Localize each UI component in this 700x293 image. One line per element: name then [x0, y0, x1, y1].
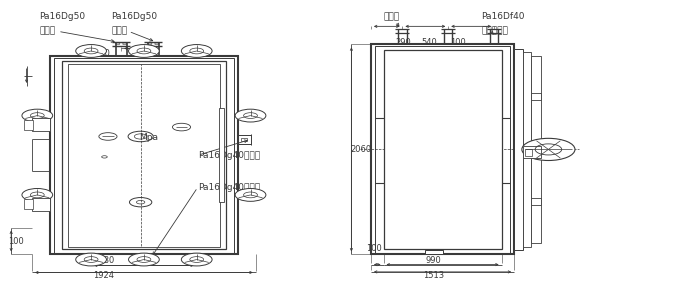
Bar	[218, 108, 224, 202]
Text: 2060: 2060	[350, 145, 371, 154]
Text: 100: 100	[367, 244, 382, 253]
Text: 540: 540	[422, 38, 438, 47]
Bar	[523, 52, 531, 247]
Text: Pa16Dg50: Pa16Dg50	[111, 12, 158, 21]
Bar	[531, 93, 541, 100]
Bar	[384, 50, 502, 249]
Bar	[514, 49, 523, 250]
Text: 排气口: 排气口	[39, 27, 55, 36]
Bar	[24, 120, 33, 130]
Text: 990: 990	[426, 256, 442, 265]
Circle shape	[181, 45, 212, 57]
Bar	[241, 138, 246, 141]
Circle shape	[137, 48, 150, 54]
Text: 蒸汽进气口: 蒸汽进气口	[482, 27, 508, 36]
Circle shape	[76, 253, 106, 266]
Text: 安全阀: 安全阀	[384, 12, 400, 21]
Circle shape	[522, 138, 575, 161]
Text: Pa16Df40: Pa16Df40	[482, 12, 525, 21]
Text: 消毒口: 消毒口	[111, 27, 127, 36]
Circle shape	[22, 188, 52, 201]
Bar	[426, 250, 442, 254]
Bar	[50, 56, 238, 254]
Circle shape	[181, 253, 212, 266]
Text: 100: 100	[8, 237, 23, 246]
Circle shape	[190, 257, 204, 263]
Text: 100: 100	[449, 38, 466, 47]
Circle shape	[235, 188, 266, 201]
Text: 260: 260	[94, 49, 110, 58]
Bar	[531, 56, 541, 243]
Circle shape	[22, 109, 52, 122]
Circle shape	[190, 48, 204, 54]
Circle shape	[84, 48, 98, 54]
Bar	[62, 61, 225, 249]
Text: Mpa: Mpa	[139, 133, 158, 142]
Bar	[531, 198, 541, 205]
Text: Pa16Dg50: Pa16Dg50	[39, 12, 85, 21]
Bar	[523, 146, 541, 158]
Circle shape	[30, 192, 44, 198]
Bar	[32, 198, 50, 211]
Bar	[32, 118, 50, 132]
Bar	[54, 58, 234, 253]
Bar	[375, 46, 510, 253]
Circle shape	[244, 192, 258, 198]
Text: 1680: 1680	[94, 256, 115, 265]
Text: Pa16Dg40排污口: Pa16Dg40排污口	[197, 151, 260, 160]
Circle shape	[129, 253, 160, 266]
Text: 1513: 1513	[424, 271, 444, 280]
Text: Pa16Dg40疏水口: Pa16Dg40疏水口	[197, 183, 260, 192]
Bar	[525, 149, 532, 156]
Circle shape	[137, 257, 150, 263]
Text: 290: 290	[395, 38, 411, 47]
Circle shape	[76, 45, 106, 57]
Bar	[68, 64, 220, 247]
Circle shape	[129, 45, 160, 57]
Circle shape	[235, 109, 266, 122]
Bar	[24, 199, 33, 209]
Circle shape	[84, 257, 98, 263]
Circle shape	[30, 113, 44, 118]
Bar	[371, 45, 514, 254]
Text: 1924: 1924	[94, 271, 115, 280]
Circle shape	[244, 113, 258, 118]
